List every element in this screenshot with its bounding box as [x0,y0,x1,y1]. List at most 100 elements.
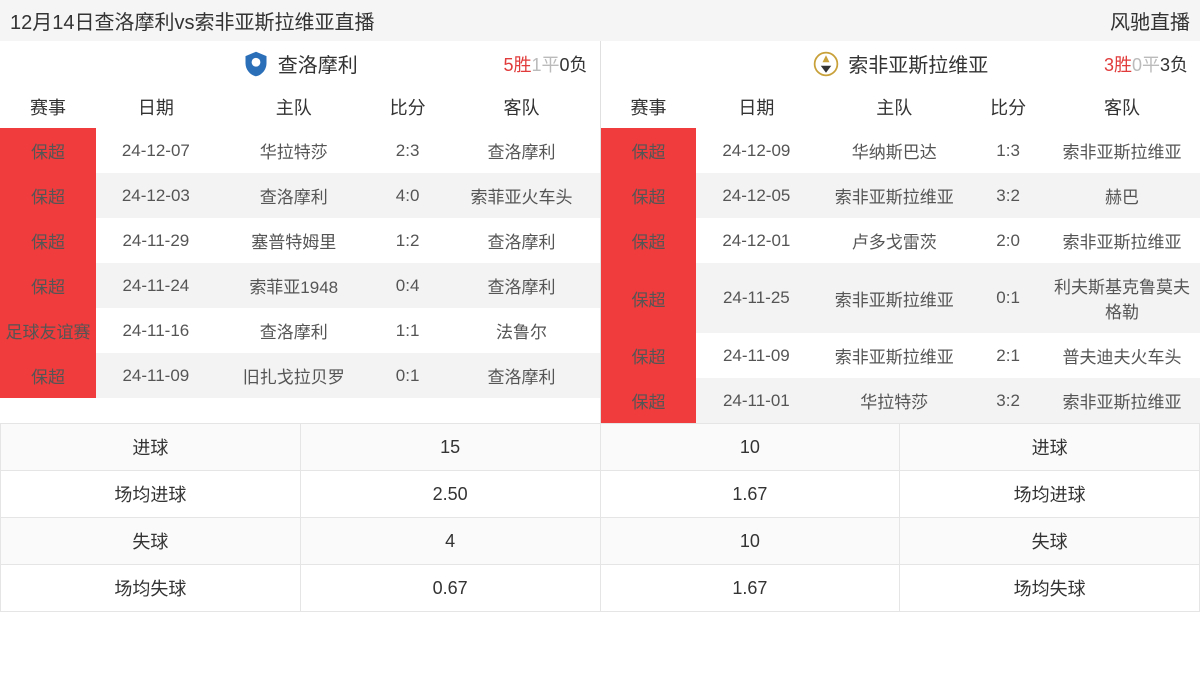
event-cell: 保超 [0,353,96,398]
date-cell: 24-12-01 [696,218,816,263]
table-row[interactable]: 保超24-11-09旧扎戈拉贝罗0:1查洛摩利 [0,353,600,398]
score-cell: 2:0 [972,218,1044,263]
top-bar: 12月14日查洛摩利vs索非亚斯拉维亚直播 风驰直播 [0,0,1200,41]
home-team-cell: 查洛摩利 [216,173,372,218]
event-cell: 保超 [601,333,697,378]
away-team-cell: 查洛摩利 [444,353,600,398]
summary-label-left: 场均失球 [1,565,301,612]
table-row[interactable]: 保超24-12-07华拉特莎2:3查洛摩利 [0,128,600,173]
home-team-cell: 索非亚斯拉维亚 [816,173,972,218]
team-logo-icon [812,50,840,78]
summary-label-left: 场均进球 [1,471,301,518]
col-event: 赛事 [0,86,96,128]
team-name-right: 索非亚斯拉维亚 [848,49,988,78]
matches-table-right: 赛事 日期 主队 比分 客队 保超24-12-09华纳斯巴达1:3索非亚斯拉维亚… [601,86,1200,423]
score-cell: 0:4 [372,263,444,308]
date-cell: 24-11-01 [696,378,816,423]
table-row[interactable]: 保超24-12-05索非亚斯拉维亚3:2赫巴 [601,173,1200,218]
home-team-cell: 华拉特莎 [816,378,972,423]
score-cell: 4:0 [372,173,444,218]
team-name-left: 查洛摩利 [278,49,358,78]
team-record-right: 3胜0平3负 [1104,51,1188,77]
score-cell: 1:3 [972,128,1044,173]
comparison-container: 查洛摩利 5胜1平0负 赛事 日期 主队 比分 客队 保超24-12-07华拉特… [0,41,1200,423]
home-team-cell: 华纳斯巴达 [816,128,972,173]
away-team-cell: 索菲亚火车头 [444,173,600,218]
table-row[interactable]: 保超24-12-01卢多戈雷茨2:0索非亚斯拉维亚 [601,218,1200,263]
summary-value-right: 10 [600,518,900,565]
table-row[interactable]: 足球友谊赛24-11-16查洛摩利1:1法鲁尔 [0,308,600,353]
table-row[interactable]: 保超24-12-03查洛摩利4:0索菲亚火车头 [0,173,600,218]
date-cell: 24-12-07 [96,128,216,173]
table-row[interactable]: 保超24-11-01华拉特莎3:2索非亚斯拉维亚 [601,378,1200,423]
date-cell: 24-11-09 [96,353,216,398]
table-row[interactable]: 保超24-11-09索非亚斯拉维亚2:1普夫迪夫火车头 [601,333,1200,378]
event-cell: 保超 [601,128,697,173]
date-cell: 24-11-16 [96,308,216,353]
summary-value-left: 2.50 [300,471,600,518]
summary-label-left: 失球 [1,518,301,565]
summary-row: 场均失球0.671.67场均失球 [1,565,1200,612]
date-cell: 24-11-24 [96,263,216,308]
away-team-cell: 查洛摩利 [444,218,600,263]
score-cell: 2:1 [972,333,1044,378]
page-title: 12月14日查洛摩利vs索非亚斯拉维亚直播 [10,6,375,35]
home-team-cell: 索非亚斯拉维亚 [816,263,972,333]
summary-value-left: 4 [300,518,600,565]
score-cell: 3:2 [972,173,1044,218]
matches-table-left: 赛事 日期 主队 比分 客队 保超24-12-07华拉特莎2:3查洛摩利保超24… [0,86,600,398]
table-row[interactable]: 保超24-12-09华纳斯巴达1:3索非亚斯拉维亚 [601,128,1200,173]
away-team-cell: 利夫斯基克鲁莫夫格勒 [1044,263,1200,333]
summary-row: 进球1510进球 [1,424,1200,471]
away-team-cell: 普夫迪夫火车头 [1044,333,1200,378]
col-home: 主队 [216,86,372,128]
summary-label-right: 进球 [900,424,1200,471]
summary-value-right: 1.67 [600,471,900,518]
left-panel: 查洛摩利 5胜1平0负 赛事 日期 主队 比分 客队 保超24-12-07华拉特… [0,41,601,423]
summary-label-right: 场均进球 [900,471,1200,518]
col-score: 比分 [372,86,444,128]
col-date: 日期 [696,86,816,128]
summary-value-left: 15 [300,424,600,471]
away-team-cell: 索非亚斯拉维亚 [1044,378,1200,423]
score-cell: 2:3 [372,128,444,173]
home-team-cell: 塞普特姆里 [216,218,372,263]
table-header-row: 赛事 日期 主队 比分 客队 [0,86,600,128]
score-cell: 3:2 [972,378,1044,423]
date-cell: 24-11-25 [696,263,816,333]
home-team-cell: 旧扎戈拉贝罗 [216,353,372,398]
event-cell: 保超 [601,218,697,263]
away-team-cell: 索非亚斯拉维亚 [1044,218,1200,263]
away-team-cell: 索非亚斯拉维亚 [1044,128,1200,173]
table-row[interactable]: 保超24-11-25索非亚斯拉维亚0:1利夫斯基克鲁莫夫格勒 [601,263,1200,333]
col-score: 比分 [972,86,1044,128]
summary-table: 进球1510进球场均进球2.501.67场均进球失球410失球场均失球0.671… [0,423,1200,612]
home-team-cell: 索非亚斯拉维亚 [816,333,972,378]
date-cell: 24-12-09 [696,128,816,173]
away-team-cell: 查洛摩利 [444,128,600,173]
col-home: 主队 [816,86,972,128]
summary-value-right: 10 [600,424,900,471]
summary-label-right: 场均失球 [900,565,1200,612]
table-header-row: 赛事 日期 主队 比分 客队 [601,86,1200,128]
table-row[interactable]: 保超24-11-24索菲亚19480:4查洛摩利 [0,263,600,308]
col-event: 赛事 [601,86,697,128]
date-cell: 24-12-05 [696,173,816,218]
summary-label-right: 失球 [900,518,1200,565]
col-away: 客队 [1044,86,1200,128]
home-team-cell: 索菲亚1948 [216,263,372,308]
team-header-left: 查洛摩利 5胜1平0负 [0,41,600,86]
home-team-cell: 卢多戈雷茨 [816,218,972,263]
score-cell: 0:1 [972,263,1044,333]
event-cell: 足球友谊赛 [0,308,96,353]
table-row[interactable]: 保超24-11-29塞普特姆里1:2查洛摩利 [0,218,600,263]
team-header-right: 索非亚斯拉维亚 3胜0平3负 [601,41,1200,86]
summary-value-right: 1.67 [600,565,900,612]
away-team-cell: 法鲁尔 [444,308,600,353]
summary-row: 失球410失球 [1,518,1200,565]
away-team-cell: 赫巴 [1044,173,1200,218]
right-panel: 索非亚斯拉维亚 3胜0平3负 赛事 日期 主队 比分 客队 保超24-12-09… [601,41,1200,423]
site-name: 风驰直播 [1110,6,1190,35]
home-team-cell: 查洛摩利 [216,308,372,353]
score-cell: 1:2 [372,218,444,263]
